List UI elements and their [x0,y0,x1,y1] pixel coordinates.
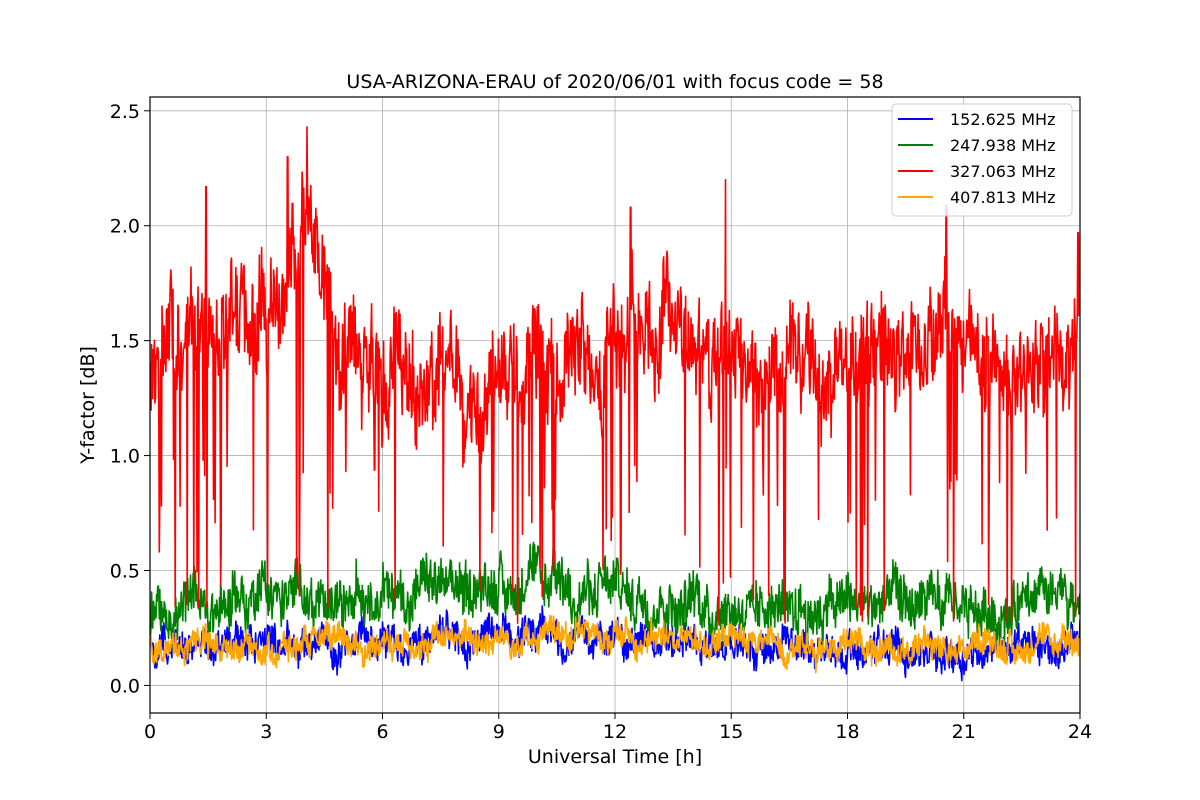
x-tick-label: 21 [952,721,976,743]
series-lines [150,126,1080,682]
series-line-2 [150,126,1080,626]
legend-entry-152: 152.625 MHz [898,110,1055,129]
y-tick-label: 2.5 [110,101,140,123]
x-tick-label: 9 [493,721,505,743]
x-tick-label: 24 [1068,721,1092,743]
x-tick-label: 3 [260,721,272,743]
x-tick-label: 6 [376,721,388,743]
x-tick-label: 18 [835,721,859,743]
legend-label-327: 327.063 MHz [950,162,1055,181]
series-line-3 [150,614,1080,674]
y-tick-label: 0.5 [110,560,140,582]
legend: 152.625 MHz 247.938 MHz 327.063 MHz 407.… [891,103,1073,217]
chart-title: USA-ARIZONA-ERAU of 2020/06/01 with focu… [346,71,883,93]
y-axis-label: Y-factor [dB] [77,346,99,465]
legend-entry-407: 407.813 MHz [898,188,1055,207]
legend-label-407: 407.813 MHz [950,188,1055,207]
legend-box [891,103,1073,217]
legend-label-247: 247.938 MHz [950,136,1055,155]
axis-ticks: 0 3 6 9 12 15 18 21 24 0.0 0.5 1.0 1.5 2.0 2.5 [110,101,1092,743]
x-tick-label: 0 [144,721,156,743]
legend-entry-327: 327.063 MHz [898,162,1055,181]
series-line-1 [150,541,1080,648]
y-tick-label: 0.0 [110,675,140,697]
x-tick-label: 15 [719,721,743,743]
x-tick-label: 12 [603,721,627,743]
y-tick-label: 1.5 [110,331,140,353]
y-tick-label: 2.0 [110,216,140,238]
y-tick-label: 1.0 [110,446,140,468]
legend-label-152: 152.625 MHz [950,110,1055,129]
x-axis-label: Universal Time [h] [528,746,702,768]
legend-entry-247: 247.938 MHz [898,136,1055,155]
